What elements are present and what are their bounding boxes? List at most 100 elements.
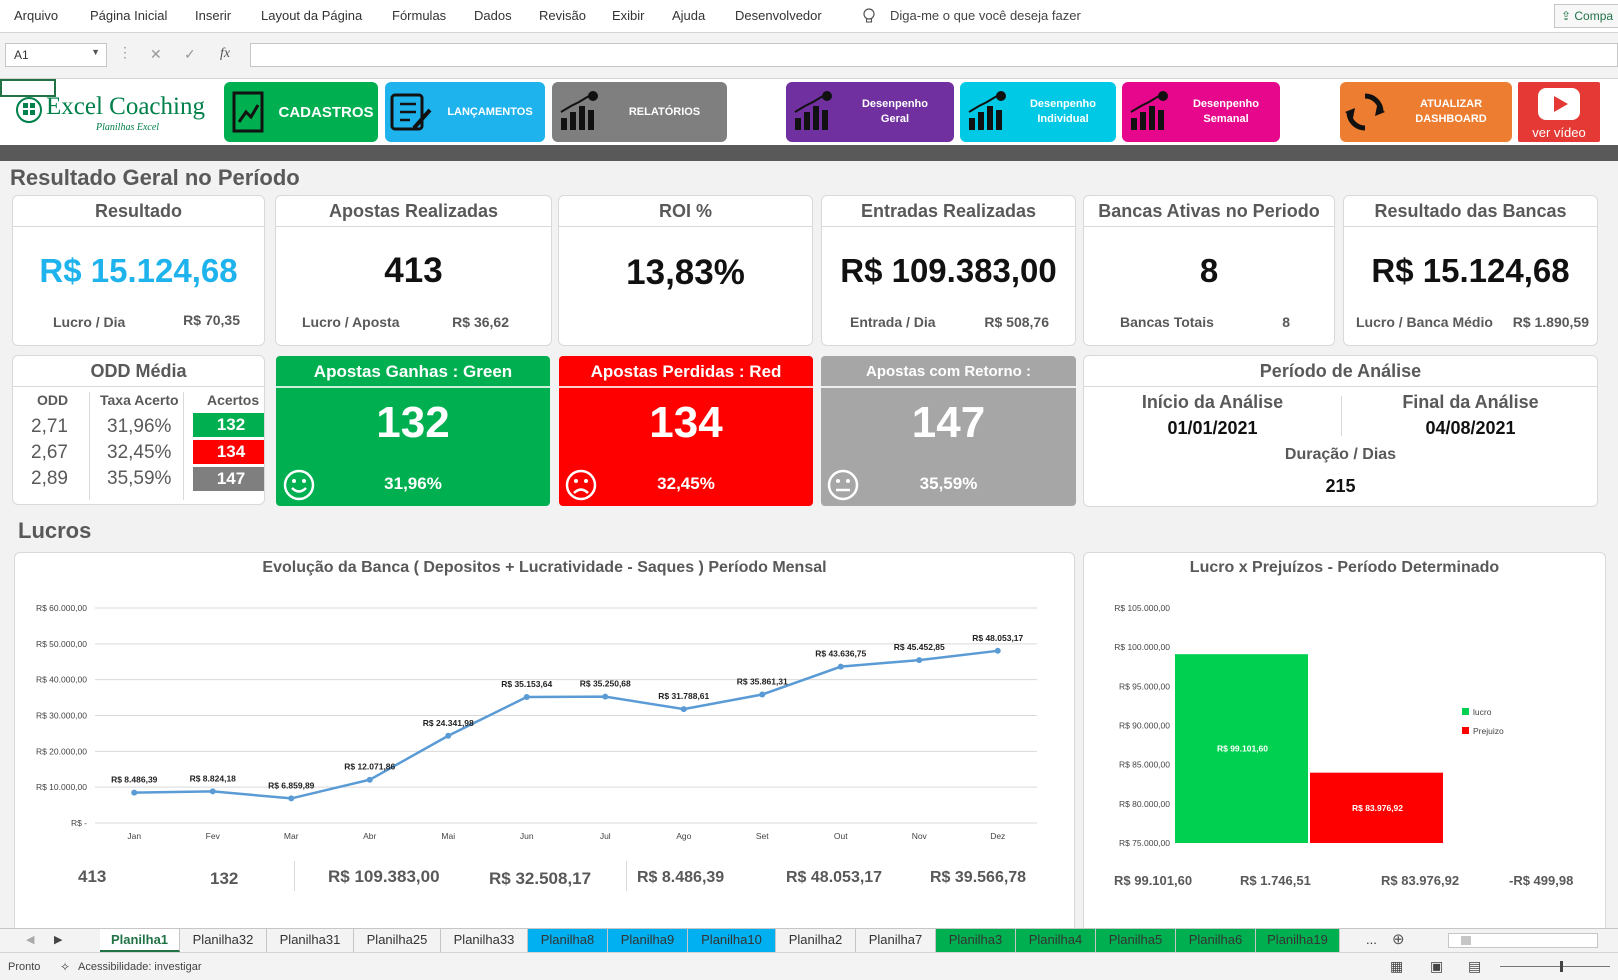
sheet-tab[interactable]: Planilha3 [936, 929, 1016, 952]
data-point [759, 691, 766, 698]
sheet-tab[interactable]: Planilha2 [776, 929, 856, 952]
summary-value: R$ 83.976,92 [1381, 873, 1460, 888]
desempenho-individual-button[interactable]: Desenpenho Individual [960, 82, 1116, 142]
bar [1175, 654, 1308, 843]
kpi-sub-value: 8 [1282, 314, 1290, 330]
tab-layout[interactable]: Layout da Página [261, 8, 363, 23]
apostas-ganhas-card: Apostas Ganhas : Green 132 31,96% [276, 356, 550, 506]
data-point [602, 693, 609, 700]
status-bar: Pronto ✧ Acessibilidade: investigar ▦ ▣ … [0, 952, 1618, 980]
sheet-tab[interactable]: Planilha1 [100, 929, 180, 952]
x-tick-label: Mar [284, 831, 299, 841]
sheet-tab[interactable]: Planilha9 [608, 929, 688, 952]
duracao-value: 215 [1325, 476, 1356, 496]
sheet-tab[interactable]: Planilha19 [1256, 929, 1340, 952]
youtube-icon [1538, 88, 1580, 120]
x-tick-label: Jan [127, 831, 141, 841]
neutral-face-icon [827, 469, 859, 501]
logo: Excel Coaching Planilhas Excel [8, 87, 218, 139]
acertos-value: 132 [193, 413, 264, 437]
relatorios-button[interactable]: RELATÓRIOS [552, 82, 727, 142]
cancel-icon[interactable]: ✕ [150, 46, 162, 62]
sheet-tab[interactable]: Planilha6 [1176, 929, 1256, 952]
bottom-left-values [15, 897, 1074, 898]
horizontal-scrollbar[interactable] [1448, 933, 1598, 948]
scroll-left-icon[interactable]: ◀ [26, 934, 35, 946]
name-box[interactable]: A1 ▼ [5, 43, 107, 67]
share-label: Compa [1574, 9, 1614, 23]
y-tick-label: R$ 20.000,00 [36, 746, 87, 756]
acertos-header: Acertos [207, 392, 260, 408]
normal-view-icon[interactable]: ▦ [1390, 958, 1404, 974]
zoom-slider-thumb[interactable] [1560, 961, 1563, 972]
add-sheet-icon[interactable]: ⊕ [1392, 931, 1405, 948]
bar-chart-title: Lucro x Prejuízos - Período Determinado [1189, 559, 1500, 576]
desempenho-geral-label-2: Geral [880, 113, 910, 125]
formula-input[interactable] [250, 43, 1618, 67]
tab-revisao[interactable]: Revisão [539, 8, 586, 23]
sheet-tab[interactable]: Planilha31 [267, 929, 354, 952]
zoom-slider[interactable] [1500, 966, 1610, 967]
scroll-right-icon[interactable]: ▶ [54, 934, 63, 946]
data-label: R$ 6.859,89 [268, 780, 315, 790]
document-icon [224, 82, 274, 142]
acertos-value: 147 [193, 467, 264, 491]
periodo-card: Período de Análise Início da Análise 01/… [1083, 355, 1598, 507]
legend-swatch [1462, 727, 1469, 734]
desempenho-geral-button[interactable]: Desenpenho Geral [786, 82, 954, 142]
sheet-tab[interactable]: Planilha10 [688, 929, 776, 952]
chevron-down-icon[interactable]: ▼ [91, 47, 100, 57]
kpi-sub-label: Entrada / Dia [850, 314, 936, 330]
tab-formulas[interactable]: Fórmulas [392, 8, 447, 23]
tab-inserir[interactable]: Inserir [195, 8, 232, 23]
lancamentos-button[interactable]: LANÇAMENTOS [385, 82, 545, 142]
tab-desenvolvedor[interactable]: Desenvolvedor [735, 8, 822, 23]
page-break-icon[interactable]: ▤ [1468, 958, 1482, 974]
sheet-tab[interactable]: Planilha25 [354, 929, 441, 952]
data-point [209, 788, 216, 795]
more-sheets[interactable]: ... [1366, 932, 1377, 947]
tab-exibir[interactable]: Exibir [612, 8, 645, 23]
tell-me-search[interactable]: Diga-me o que você deseja fazer [890, 8, 1081, 23]
odd-title: ODD Média [13, 356, 264, 387]
data-label: R$ 45.452,85 [894, 642, 945, 652]
kpi-roi: ROI % 13,83% [558, 195, 813, 346]
sheet-tab[interactable]: Planilha7 [856, 929, 936, 952]
apostas-perdidas-pct: 32,45% [657, 474, 715, 493]
desempenho-semanal-button[interactable]: Desenpenho Semanal [1122, 82, 1280, 142]
sheet-tab[interactable]: Planilha8 [528, 929, 608, 952]
tab-dados[interactable]: Dados [474, 8, 512, 23]
page-layout-icon[interactable]: ▣ [1430, 958, 1444, 974]
function-icon[interactable]: fx [220, 46, 231, 61]
kpi-title: Apostas Realizadas [276, 196, 551, 227]
taxa-value: 31,96% [107, 416, 172, 437]
share-button[interactable]: ⇪ Compa [1554, 4, 1618, 28]
sheet-tab[interactable]: Planilha4 [1016, 929, 1096, 952]
kpi-sub-value: R$ 70,35 [183, 312, 240, 328]
video-button[interactable]: ver vídeo [1518, 82, 1600, 142]
summary-value: R$ 39.566,78 [930, 869, 1027, 886]
summary-value: 132 [210, 869, 239, 888]
sheet-tab[interactable]: Planilha5 [1096, 929, 1176, 952]
sheet-tab[interactable]: Planilha33 [441, 929, 528, 952]
tab-arquivo[interactable]: Arquivo [14, 8, 59, 23]
atualizar-dashboard-button[interactable]: ATUALIZAR DASHBOARD [1340, 82, 1512, 142]
tab-ajuda[interactable]: Ajuda [672, 8, 706, 23]
y-tick-label: R$ 30.000,00 [36, 711, 87, 721]
tab-pagina-inicial[interactable]: Página Inicial [90, 8, 168, 23]
periodo-title: Período de Análise [1084, 356, 1597, 387]
kpi-value: 13,83% [626, 253, 745, 292]
cadastros-button[interactable]: CADASTROS [224, 82, 378, 142]
evolucao-banca-chart: Evolução da Banca ( Depositos + Lucrativ… [14, 552, 1075, 942]
sheet-tab[interactable]: Planilha32 [180, 929, 267, 952]
kpi-bancas: Bancas Ativas no Periodo 8 Bancas Totais… [1083, 195, 1335, 346]
scrollbar-thumb[interactable] [1461, 936, 1471, 945]
accessibility-status[interactable]: Acessibilidade: investigar [78, 961, 202, 973]
confirm-icon[interactable]: ✓ [184, 46, 196, 62]
kpi-sub-label: Lucro / Banca Médio [1356, 314, 1493, 330]
bar-chart-icon [786, 82, 836, 142]
sheet-tabs-bar: ◀ ▶ Planilha1 Planilha32 Planilha31 Planilh… [0, 928, 1618, 952]
duracao-label: Duração / Dias [1284, 446, 1397, 463]
lancamentos-label: LANÇAMENTOS [447, 105, 533, 118]
data-point [994, 647, 1001, 654]
